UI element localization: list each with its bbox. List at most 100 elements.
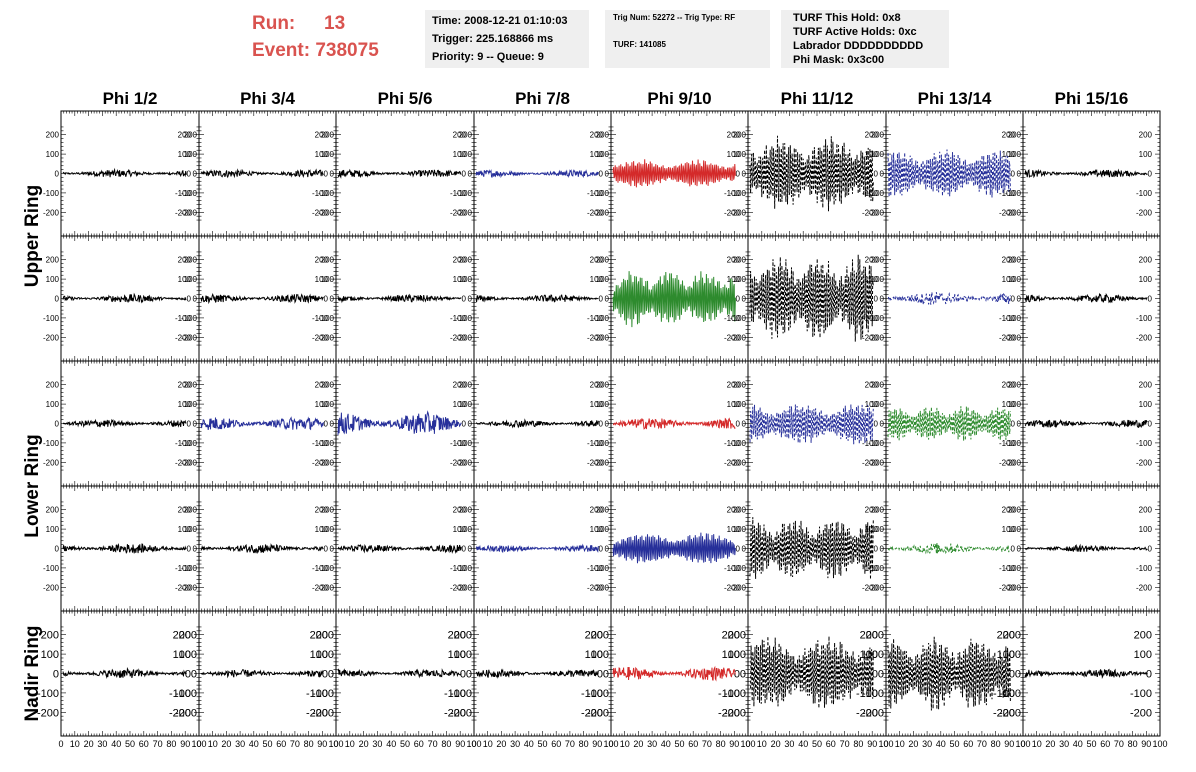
- y-tick-label: -200: [1136, 208, 1153, 217]
- y-tick-label: 0: [880, 420, 885, 429]
- y-tick-label: -100: [175, 314, 192, 323]
- y-tick-label: 100: [453, 275, 467, 284]
- y-tick-label: 0: [1011, 420, 1016, 429]
- y-tick-label: -100: [868, 439, 885, 448]
- y-tick-label: 200: [453, 381, 467, 390]
- y-tick-label: 0: [599, 170, 604, 179]
- waveform-trace: [200, 292, 324, 305]
- y-tick-label: 200: [871, 131, 885, 140]
- y-tick-label: -200: [175, 458, 192, 467]
- y-tick-label: 0: [599, 295, 604, 304]
- waveform-trace: [475, 418, 599, 429]
- y-tick-label: 100: [871, 150, 885, 159]
- y-tick-label: -200: [175, 583, 192, 592]
- y-tick-label: -200: [456, 583, 473, 592]
- y-tick-label: 200: [46, 381, 60, 390]
- y-tick-label: -200: [43, 333, 60, 342]
- y-tick-label: -200: [862, 333, 879, 342]
- y-tick-label: 100: [315, 275, 329, 284]
- waveform-trace: [475, 294, 599, 303]
- y-tick-label: -200: [862, 458, 879, 467]
- y-tick-label: 0: [55, 170, 60, 179]
- y-tick-label: 100: [590, 525, 604, 534]
- y-tick-label: 200: [590, 256, 604, 265]
- y-tick-label: 100: [871, 400, 885, 409]
- y-tick-label: 200: [865, 131, 879, 140]
- y-tick-label: 200: [46, 131, 60, 140]
- y-tick-label: -100: [175, 439, 192, 448]
- y-tick-label: 100: [315, 525, 329, 534]
- y-tick-label: 100: [178, 150, 192, 159]
- y-tick-label: 0: [605, 420, 610, 429]
- y-tick-label: 100: [733, 525, 747, 534]
- y-tick-label: 200: [315, 131, 329, 140]
- y-tick-label: 200: [184, 381, 198, 390]
- y-tick-label: 100: [727, 525, 741, 534]
- run-event-box: Run: 13 Event: 738075: [252, 10, 379, 64]
- y-tick-label: 200: [321, 506, 335, 515]
- y-tick-label: 0: [187, 420, 192, 429]
- y-tick-label: 200: [590, 131, 604, 140]
- y-tick-label: 100: [865, 150, 879, 159]
- y-tick-label: 0: [880, 295, 885, 304]
- y-tick-label: -100: [862, 189, 879, 198]
- y-tick-label: 0: [742, 295, 747, 304]
- y-tick-label: 200: [459, 131, 473, 140]
- time-info-box: Time: 2008-12-21 01:10:03 Trigger: 225.1…: [425, 10, 589, 68]
- y-tick-label: 0: [742, 545, 747, 554]
- y-tick-label: 0: [874, 545, 879, 554]
- y-tick-label: -200: [175, 208, 192, 217]
- y-tick-label: -200: [730, 208, 747, 217]
- y-tick-label: 200: [184, 506, 198, 515]
- y-tick-label: 0: [1148, 170, 1153, 179]
- y-tick-label: 100: [590, 275, 604, 284]
- y-tick-label: 100: [733, 400, 747, 409]
- waveform-trace: [337, 168, 462, 179]
- y-tick-label: 100: [321, 275, 335, 284]
- y-tick-label: 0: [468, 295, 473, 304]
- y-tick-label: -100: [456, 314, 473, 323]
- y-tick-label: 200: [590, 506, 604, 515]
- y-tick-label: -100: [724, 439, 741, 448]
- y-tick-label: -100: [318, 314, 335, 323]
- y-tick-label: -200: [587, 583, 604, 592]
- y-tick-label: 0: [736, 545, 741, 554]
- y-tick-label: 200: [727, 506, 741, 515]
- run-value: 13: [324, 13, 346, 34]
- y-tick-label: 0: [193, 170, 198, 179]
- y-tick-label: -200: [43, 208, 60, 217]
- y-tick-label: 100: [1139, 150, 1153, 159]
- y-tick-label: -100: [730, 314, 747, 323]
- y-tick-label: 0: [736, 420, 741, 429]
- y-tick-label: 100: [596, 525, 610, 534]
- y-tick-label: 100: [315, 150, 329, 159]
- y-tick-label: -200: [999, 458, 1016, 467]
- y-tick-label: 0: [462, 545, 467, 554]
- waveform-trace: [749, 517, 874, 580]
- y-tick-label: -200: [181, 208, 198, 217]
- y-tick-label: 200: [321, 256, 335, 265]
- y-tick-label: 100: [46, 400, 60, 409]
- y-tick-label: 200: [453, 506, 467, 515]
- y-tick-label: -200: [175, 333, 192, 342]
- y-tick-label: 0: [55, 295, 60, 304]
- y-tick-label: -100: [1005, 439, 1022, 448]
- y-tick-label: -100: [999, 314, 1016, 323]
- event-value: 738075: [315, 40, 379, 61]
- y-tick-label: -100: [1005, 189, 1022, 198]
- y-tick-label: 100: [184, 525, 198, 534]
- y-tick-label: 200: [727, 381, 741, 390]
- waveform-trace: [62, 292, 187, 304]
- y-tick-label: -100: [999, 189, 1016, 198]
- y-tick-label: -200: [450, 458, 467, 467]
- y-tick-label: -200: [862, 583, 879, 592]
- trigger-text: Trigger: 225.168866 ms: [432, 33, 554, 45]
- waveform-trace: [749, 254, 874, 342]
- y-tick-label: -100: [724, 314, 741, 323]
- y-tick-label: 100: [315, 400, 329, 409]
- y-tick-label: -200: [318, 583, 335, 592]
- y-tick-label: -100: [312, 189, 329, 198]
- y-tick-label: 100: [459, 275, 473, 284]
- y-tick-label: 200: [596, 131, 610, 140]
